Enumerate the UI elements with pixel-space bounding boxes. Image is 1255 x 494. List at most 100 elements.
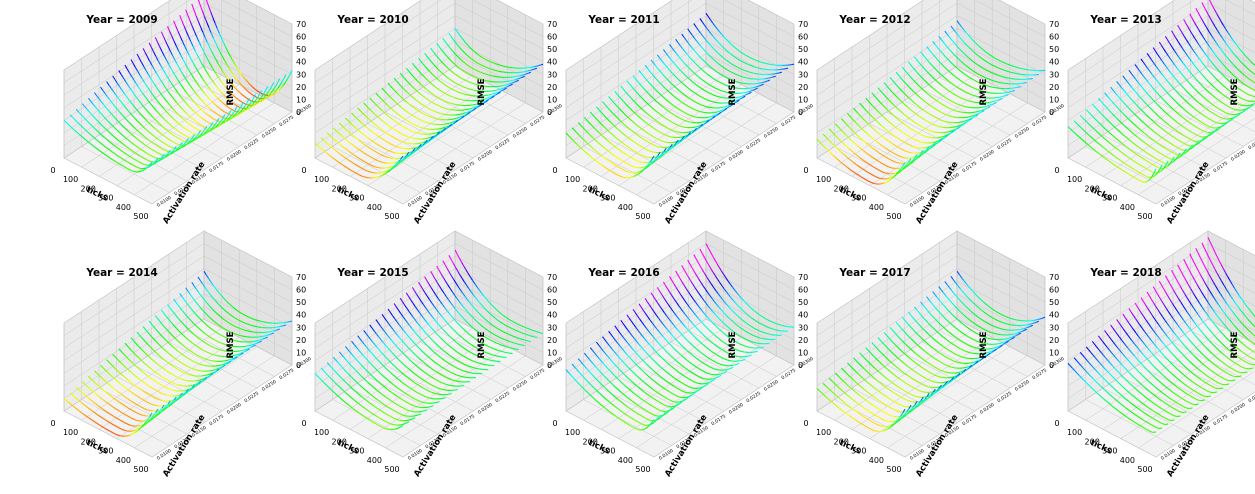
surface-segment xyxy=(497,64,499,65)
surface-segment xyxy=(440,128,442,129)
surface-segment xyxy=(425,138,427,139)
surface-segment xyxy=(428,138,430,139)
surface-segment xyxy=(1234,109,1236,110)
surface-segment xyxy=(373,166,375,167)
surface-segment xyxy=(402,142,404,143)
surface-segment xyxy=(902,157,904,158)
surface-segment xyxy=(446,109,448,110)
surface-segment xyxy=(450,103,452,104)
surface-segment xyxy=(998,99,1000,100)
surface-segment xyxy=(927,137,929,138)
surface-segment xyxy=(469,89,471,90)
surface-segment xyxy=(965,120,967,121)
surface-segment xyxy=(489,97,491,98)
surface-segment xyxy=(954,127,956,128)
surface-segment xyxy=(702,105,704,106)
surface-segment xyxy=(720,110,722,111)
surface-segment xyxy=(710,101,712,102)
surface-segment xyxy=(686,121,688,122)
surface-segment xyxy=(1205,132,1207,133)
x-tick-label: 0 xyxy=(803,166,808,175)
surface-segment xyxy=(951,116,953,117)
subplot-title: Year = 2009 xyxy=(85,14,157,26)
surface-segment xyxy=(476,78,478,79)
surface-segment xyxy=(380,161,382,162)
surface-segment xyxy=(998,75,1000,76)
surface-segment xyxy=(412,138,414,139)
surface-segment xyxy=(973,95,975,96)
surface-segment xyxy=(482,73,484,74)
surface-segment xyxy=(900,157,902,158)
surface-segment xyxy=(919,141,921,142)
surface-segment xyxy=(382,162,384,163)
surface-segment xyxy=(645,157,647,158)
surface-segment xyxy=(949,116,951,117)
surface-segment xyxy=(449,109,451,110)
surface-segment xyxy=(436,132,438,133)
x-tick-label: 400 xyxy=(869,203,884,212)
surface-segment xyxy=(396,146,398,147)
surface-segment xyxy=(436,112,438,113)
surface-segment xyxy=(440,113,442,114)
surface-segment xyxy=(421,142,423,143)
surface-segment xyxy=(738,97,740,98)
surface-segment xyxy=(389,167,391,168)
z-axis-label: RMSE xyxy=(728,78,738,105)
surface-segment xyxy=(890,168,892,169)
surface-segment xyxy=(931,131,933,132)
surface-segment xyxy=(743,95,745,96)
surface-segment xyxy=(909,152,911,153)
surface-segment xyxy=(229,114,231,115)
surface-segment xyxy=(955,111,957,112)
surface-segment xyxy=(367,171,369,172)
surface-segment xyxy=(1236,114,1238,115)
surface-segment xyxy=(630,177,632,178)
surface-segment xyxy=(716,112,718,113)
surface-segment xyxy=(942,136,944,137)
x-tick-label: 400 xyxy=(116,203,131,212)
surface-segment xyxy=(442,107,444,108)
surface-segment xyxy=(471,108,473,109)
surface-segment xyxy=(668,136,670,137)
surface-segment xyxy=(983,107,985,108)
surface-segment xyxy=(366,177,368,178)
surface-segment xyxy=(495,70,497,71)
surface-segment xyxy=(195,134,197,135)
surface-segment xyxy=(709,117,711,118)
subplot-title: Year = 2010 xyxy=(336,14,408,26)
surface-segment xyxy=(692,116,694,117)
surface-segment xyxy=(394,153,396,154)
surface-segment xyxy=(434,118,436,119)
surface-segment xyxy=(444,127,446,128)
surface-segment xyxy=(138,168,140,169)
surface-segment xyxy=(1187,145,1189,146)
surface-segment xyxy=(473,83,475,84)
surface-segment xyxy=(1246,100,1248,101)
surface-segment xyxy=(979,111,981,112)
surface-segment xyxy=(453,104,455,105)
surface-segment xyxy=(495,63,497,64)
surface-segment xyxy=(434,133,436,134)
surface-segment xyxy=(632,176,634,177)
surface-segment xyxy=(741,76,743,77)
surface-segment xyxy=(1199,136,1201,137)
surface-segment xyxy=(921,142,923,143)
surface-segment xyxy=(744,70,746,71)
surface-segment xyxy=(745,78,747,79)
surface-segment xyxy=(383,172,385,173)
surface-segment xyxy=(991,102,993,103)
surface-segment xyxy=(996,100,998,101)
surface-segment xyxy=(940,137,942,138)
surface-segment xyxy=(376,167,378,168)
surface-segment xyxy=(414,132,416,133)
surface-segment xyxy=(377,177,379,178)
surface-segment xyxy=(389,151,391,152)
surface-segment xyxy=(712,102,714,103)
surface-segment xyxy=(426,122,428,123)
surface-segment xyxy=(418,133,420,134)
surface-segment xyxy=(965,100,967,101)
surface-segment xyxy=(649,151,651,152)
